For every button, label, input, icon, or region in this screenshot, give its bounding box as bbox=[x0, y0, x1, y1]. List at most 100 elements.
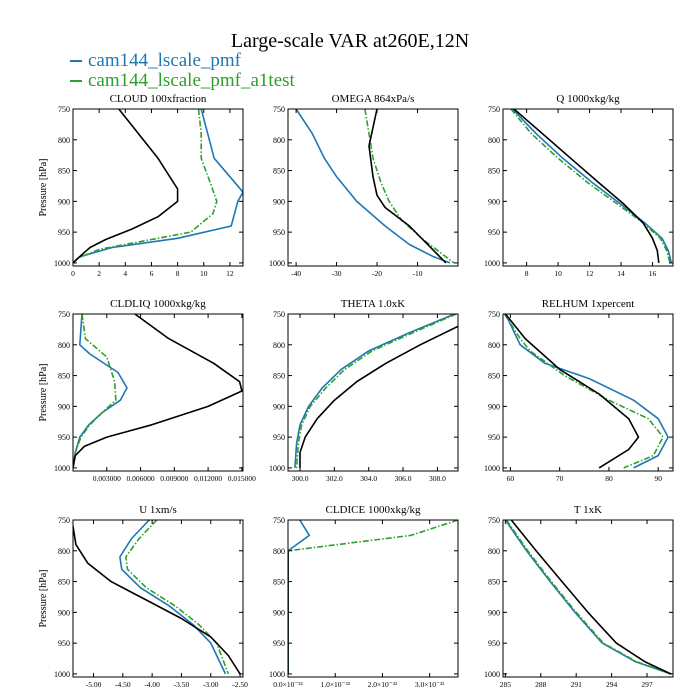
x-tick-label: -30 bbox=[332, 269, 342, 278]
y-tick-label: 1000 bbox=[269, 464, 285, 473]
y-tick-label: 950 bbox=[58, 433, 70, 442]
series-line-2 bbox=[295, 314, 457, 468]
panel-5: THETA 1.0xK 750 800 850 900 950 1000 300.0 302.0… bbox=[269, 298, 459, 483]
x-tick-label: 1.0×10⁻³² bbox=[320, 680, 350, 689]
legend-item-cam144-lscale-pmf-a1test: cam144_lscale_pmf_a1test bbox=[70, 71, 295, 91]
x-tick-label: 288 bbox=[535, 680, 547, 689]
legend-swatch-green bbox=[70, 80, 82, 82]
y-tick-label: 950 bbox=[488, 433, 500, 442]
x-tick-label: 0.009000 bbox=[160, 474, 188, 483]
series-line-1 bbox=[119, 520, 227, 675]
y-tick-label: 850 bbox=[273, 372, 285, 381]
series-line-1 bbox=[504, 314, 669, 469]
y-tick-label: 900 bbox=[58, 608, 70, 617]
plot-frame bbox=[287, 313, 459, 472]
x-tick-label: 10 bbox=[554, 269, 562, 278]
x-tick-label: 2 bbox=[97, 269, 101, 278]
y-axis-label: Pressure [hPa] bbox=[38, 569, 49, 627]
series-line-3 bbox=[299, 325, 458, 468]
plot-frame bbox=[72, 108, 244, 267]
series-group bbox=[73, 520, 241, 675]
y-tick-label: 1000 bbox=[484, 464, 500, 473]
y-tick-label: 1000 bbox=[54, 464, 70, 473]
y-tick-label: 900 bbox=[58, 197, 70, 206]
y-axis-label: Pressure [hPa] bbox=[38, 158, 49, 216]
y-tick-label: 750 bbox=[273, 310, 285, 319]
plot-frame bbox=[72, 313, 244, 472]
series-line-3 bbox=[368, 109, 447, 264]
x-tick-label: -5.00 bbox=[86, 680, 102, 689]
y-tick-label: 850 bbox=[488, 372, 500, 381]
y-tick-label: 950 bbox=[488, 639, 500, 648]
x-tick-label: -10 bbox=[413, 269, 423, 278]
y-tick-label: 850 bbox=[273, 167, 285, 176]
panel-3: Q 1000xkg/kg 750 800 850 900 950 1000 8 10 12 14 16 bbox=[484, 93, 674, 278]
panel-title: CLDLIQ 1000xkg/kg bbox=[110, 298, 206, 310]
series-group bbox=[295, 109, 455, 264]
x-tick-label: 0.012000 bbox=[194, 474, 222, 483]
y-tick-label: 950 bbox=[273, 433, 285, 442]
panel-title: CLOUD 100xfraction bbox=[110, 93, 207, 105]
panel-title: THETA 1.0xK bbox=[341, 298, 406, 310]
series-line-1 bbox=[73, 109, 243, 264]
x-tick-label: -3.50 bbox=[174, 680, 190, 689]
series-line-1 bbox=[511, 109, 673, 264]
x-tick-label: 8 bbox=[176, 269, 180, 278]
panel-1: CLOUD 100xfraction Pressure [hPa] 750 800 85… bbox=[38, 93, 244, 278]
x-tick-label: -40 bbox=[291, 269, 301, 278]
x-tick-label: 2.0×10⁻³² bbox=[368, 680, 398, 689]
x-tick-label: 294 bbox=[606, 680, 618, 689]
series-group bbox=[504, 520, 673, 675]
x-tick-label: 308.0 bbox=[429, 474, 446, 483]
x-tick-label: -2.50 bbox=[232, 680, 248, 689]
y-tick-label: 750 bbox=[488, 105, 500, 114]
y-axis-label: Pressure [hPa] bbox=[38, 363, 49, 421]
y-tick-label: 800 bbox=[488, 547, 500, 556]
y-tick-label: 1000 bbox=[269, 670, 285, 679]
series-line-2 bbox=[125, 520, 230, 675]
x-tick-label: 3.0×10⁻³² bbox=[415, 680, 445, 689]
x-tick-label: 285 bbox=[500, 680, 512, 689]
x-tick-label: -4.00 bbox=[144, 680, 160, 689]
x-tick-label: 16 bbox=[649, 269, 657, 278]
plot-frame bbox=[72, 519, 244, 678]
y-tick-label: 900 bbox=[58, 402, 70, 411]
series-line-2 bbox=[505, 520, 673, 675]
y-tick-label: 850 bbox=[488, 167, 500, 176]
x-tick-label: 302.0 bbox=[326, 474, 343, 483]
y-tick-label: 900 bbox=[273, 197, 285, 206]
y-tick-label: 850 bbox=[58, 372, 70, 381]
legend-swatch-blue bbox=[70, 60, 82, 62]
series-line-3 bbox=[510, 520, 671, 675]
series-line-2 bbox=[73, 109, 218, 264]
y-tick-label: 950 bbox=[273, 639, 285, 648]
panel-title: U 1xm/s bbox=[139, 504, 177, 516]
y-tick-label: 750 bbox=[488, 516, 500, 525]
x-tick-label: 304.0 bbox=[360, 474, 377, 483]
y-tick-label: 800 bbox=[273, 341, 285, 350]
y-tick-label: 950 bbox=[273, 228, 285, 237]
series-line-2 bbox=[364, 109, 455, 264]
y-tick-label: 1000 bbox=[54, 670, 70, 679]
legend-label: cam144_lscale_pmf bbox=[88, 50, 242, 71]
figure-title: Large-scale VAR at260E,12N bbox=[230, 30, 470, 52]
x-tick-label: 0.003000 bbox=[93, 474, 121, 483]
y-tick-label: 900 bbox=[273, 608, 285, 617]
panel-title: CLDICE 1000xkg/kg bbox=[325, 504, 421, 516]
y-tick-label: 850 bbox=[273, 578, 285, 587]
y-tick-label: 950 bbox=[58, 228, 70, 237]
y-tick-label: 900 bbox=[488, 608, 500, 617]
panel-6: RELHUM 1xpercent 750 800 850 900 950 1000 60 70 8… bbox=[484, 298, 674, 483]
series-line-2 bbox=[503, 314, 664, 469]
x-tick-label: 10 bbox=[200, 269, 208, 278]
x-tick-label: -20 bbox=[372, 269, 382, 278]
panel-8: CLDICE 1000xkg/kg 750 800 850 900 950 10000.0×… bbox=[269, 504, 459, 689]
y-tick-label: 750 bbox=[273, 105, 285, 114]
x-tick-label: 0.0×10⁻³² bbox=[273, 680, 303, 689]
y-tick-label: 750 bbox=[58, 105, 70, 114]
panel-7: U 1xm/s Pressure [hPa] 750 800 850 900 950 1000… bbox=[38, 504, 248, 689]
panel-title: T 1xK bbox=[574, 504, 602, 516]
y-tick-label: 850 bbox=[488, 578, 500, 587]
plot-frame bbox=[287, 519, 459, 678]
